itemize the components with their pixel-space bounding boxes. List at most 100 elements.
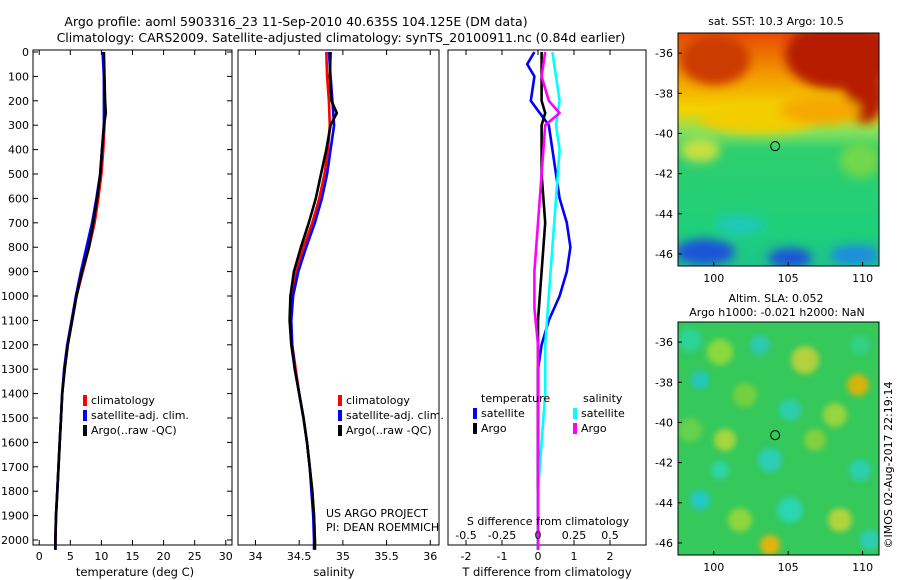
x-tick-label: 20 bbox=[157, 550, 171, 563]
lon-tick-label: 105 bbox=[778, 272, 799, 285]
t-difference-axis-ticks: -2 -1 0 1 2 bbox=[461, 50, 614, 563]
legend-group-title: salinity bbox=[583, 392, 623, 405]
pi-label: PI: DEAN ROEMMICH bbox=[326, 521, 439, 534]
s-tick-label: -0.5 bbox=[455, 529, 476, 542]
temperature-panel: 0100200300400500600700800900100011001200… bbox=[1, 46, 453, 579]
sst-warm-west bbox=[680, 35, 750, 85]
lon-tick-label: 100 bbox=[703, 561, 724, 574]
s-tick-label: -0.25 bbox=[488, 529, 516, 542]
x-tick-label: -1 bbox=[497, 550, 508, 563]
x-tick-label: 1 bbox=[571, 550, 578, 563]
sla-feature bbox=[733, 383, 757, 407]
legend-swatch bbox=[338, 410, 342, 421]
lon-tick-label: 110 bbox=[852, 561, 873, 574]
sst-patch-green bbox=[840, 142, 879, 178]
legend-swatch bbox=[473, 408, 477, 419]
temperature-axis-ticks: 0 5 10 15 20 25 30 bbox=[36, 50, 233, 563]
depth-tick-label: 300 bbox=[8, 119, 29, 132]
s-tick-label: 0 bbox=[535, 529, 542, 542]
depth-tick-label: 1000 bbox=[1, 290, 29, 303]
sst-cyan-patch bbox=[715, 215, 765, 235]
sla-map-title: Altim. SLA: 0.052 bbox=[728, 292, 823, 305]
sst-map-panel: sat. SST: 10.3 Argo: 10.5 100 105 110 -36 -3… bbox=[655, 15, 880, 285]
sla-map-subtitle: Argo h1000: -0.021 h2000: NaN bbox=[689, 306, 865, 319]
sla-map-panel: Altim. SLA: 0.052 Argo h1000: -0.021 h20… bbox=[655, 292, 880, 574]
salinity-axis-ticks: 34 34.5 35 35.5 36 bbox=[248, 50, 437, 563]
sla-feature bbox=[804, 429, 826, 451]
sla-feature bbox=[690, 490, 710, 510]
legend-label: Argo(..raw -QC) bbox=[91, 424, 177, 437]
sla-feature bbox=[777, 497, 803, 523]
depth-tick-label: 1800 bbox=[1, 485, 29, 498]
sla-feature bbox=[711, 461, 729, 479]
difference-plot-frame bbox=[447, 49, 647, 546]
s-tick-label: 0.5 bbox=[601, 529, 619, 542]
sla-feature bbox=[779, 399, 801, 421]
legend-label: satellite-adj. clim. bbox=[91, 409, 189, 422]
sla-feature bbox=[823, 403, 847, 427]
project-label: US ARGO PROJECT bbox=[326, 507, 428, 520]
x-tick-label: 35 bbox=[336, 550, 350, 563]
x-tick-label: 30 bbox=[219, 550, 233, 563]
temperature-plot-frame bbox=[32, 49, 233, 546]
lat-tick-label: -42 bbox=[655, 457, 673, 470]
lat-tick-label: -42 bbox=[655, 168, 673, 181]
legend-swatch bbox=[573, 423, 577, 434]
lat-tick-label: -38 bbox=[655, 87, 673, 100]
legend-label: climatology bbox=[91, 394, 155, 407]
legend-swatch bbox=[338, 395, 342, 406]
imos-credit: ©IMOS 02-Aug-2017 22:19:14 bbox=[882, 382, 895, 549]
depth-tick-label: 1700 bbox=[1, 461, 29, 474]
x-tick-label: 0 bbox=[36, 550, 43, 563]
t-difference-axis-label: T difference from climatology bbox=[461, 565, 632, 579]
lat-tick-label: -36 bbox=[655, 47, 673, 60]
sst-map-frame bbox=[677, 32, 880, 267]
sla-feature bbox=[760, 535, 780, 555]
sla-feature bbox=[860, 530, 879, 550]
temperature-legend: climatology satellite-adj. clim. Argo(..ra… bbox=[83, 394, 189, 437]
depth-tick-label: 0 bbox=[22, 46, 29, 59]
lat-tick-label: -46 bbox=[655, 248, 673, 261]
depth-tick-label: 800 bbox=[8, 241, 29, 254]
lat-tick-label: -46 bbox=[655, 537, 673, 550]
depth-tick-label: 1200 bbox=[1, 339, 29, 352]
difference-legend: temperature satellite Argo salinity satellit… bbox=[473, 392, 625, 435]
depth-tick-label: 500 bbox=[8, 168, 29, 181]
sla-map-ticks: 100 105 110 -36 -38 -40 -42 -44 -46 bbox=[655, 336, 873, 574]
sst-patch-yellow bbox=[680, 138, 720, 162]
depth-tick-label: 100 bbox=[8, 70, 29, 83]
sla-map-frame bbox=[677, 321, 880, 556]
depth-tick-label: 200 bbox=[8, 95, 29, 108]
sla-feature bbox=[791, 346, 819, 374]
figure-title-line1: Argo profile: aoml 5903316_23 11-Sep-201… bbox=[64, 14, 527, 29]
salinity-legend: climatology satellite-adj. clim. Argo(..ra… bbox=[338, 394, 444, 437]
legend-label: satellite bbox=[481, 407, 525, 420]
depth-tick-label: 1600 bbox=[1, 436, 29, 449]
sla-argo-position-marker bbox=[770, 430, 781, 441]
series-line-salinity-satellite bbox=[536, 51, 561, 550]
x-tick-label: 35.5 bbox=[374, 550, 399, 563]
sla-feature bbox=[707, 339, 733, 365]
sst-heatmap bbox=[678, 33, 879, 266]
difference-panel: -2 -1 0 1 2 temperature satellite Argo salinity… bbox=[447, 49, 647, 579]
sla-anomaly-features bbox=[678, 328, 879, 555]
lon-tick-label: 105 bbox=[778, 561, 799, 574]
x-tick-label: 34 bbox=[248, 550, 262, 563]
lat-tick-label: -40 bbox=[655, 416, 673, 429]
sla-feature bbox=[849, 459, 871, 481]
sla-feature bbox=[678, 418, 702, 442]
sla-feature bbox=[750, 335, 770, 355]
x-tick-label: -2 bbox=[461, 550, 472, 563]
sst-front-orange bbox=[780, 96, 860, 124]
difference-profile-lines bbox=[525, 51, 572, 550]
sla-feature bbox=[850, 335, 870, 355]
depth-tick-label: 1500 bbox=[1, 412, 29, 425]
lat-tick-label: -38 bbox=[655, 376, 673, 389]
salinity-profile-lines bbox=[288, 51, 339, 550]
x-tick-label: 34.5 bbox=[287, 550, 312, 563]
depth-tick-label: 700 bbox=[8, 217, 29, 230]
depth-tick-label: 600 bbox=[8, 192, 29, 205]
depth-tick-label: 1900 bbox=[1, 510, 29, 523]
legend-swatch bbox=[83, 395, 87, 406]
sst-map-title: sat. SST: 10.3 Argo: 10.5 bbox=[708, 15, 844, 28]
